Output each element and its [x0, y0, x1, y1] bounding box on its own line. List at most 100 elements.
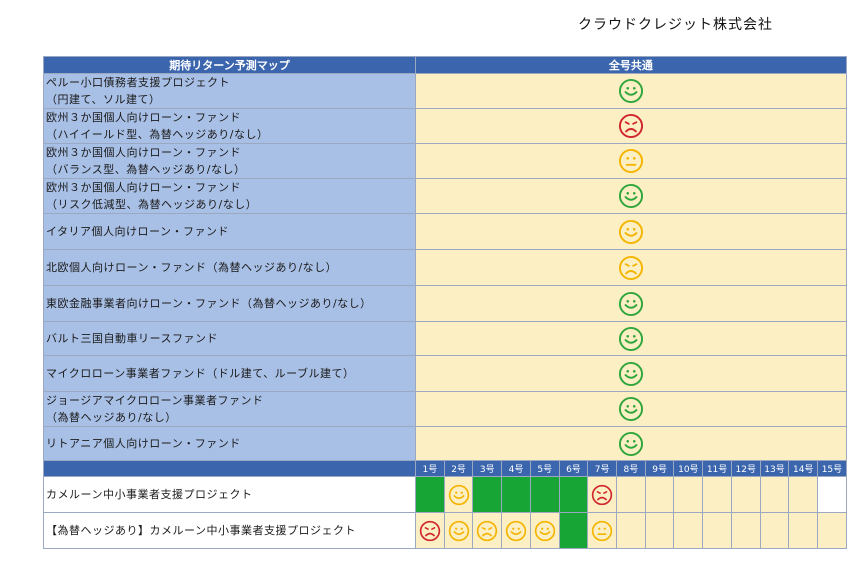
frowning-face-icon: [618, 255, 644, 281]
issue-cell: [472, 476, 503, 513]
issue-number: 13号: [759, 460, 790, 477]
common-header: 全号共通: [415, 56, 847, 74]
fund-name: 東欧金融事業者向けローン・ファンド（為替ヘッジあり/なし）: [43, 285, 416, 322]
fund-name: バルト三国自動車リースファンド: [43, 321, 416, 356]
issue-cell: [415, 476, 445, 513]
fund-row: 欧州３か国個人向けローン・ファンド （バランス型、為替ヘッジあり/なし）: [43, 143, 847, 179]
smiley-face-icon: [618, 361, 644, 387]
fund-name-line: バルト三国自動車リースファンド: [46, 332, 218, 345]
issue-cell: [788, 476, 819, 513]
issue-number: 1号: [415, 460, 445, 477]
fund-name: 欧州３か国個人向けローン・ファンド （ハイイールド型、為替ヘッジあり/なし）: [43, 108, 416, 144]
issue-number: 15号: [817, 460, 847, 477]
fund-name-line: 欧州３か国個人向けローン・ファンド: [46, 181, 241, 194]
issue-cell: [788, 512, 819, 549]
fund-row: マイクロローン事業者ファンド（ドル建て、ルーブル建て）: [43, 355, 847, 392]
forecast-cell: [415, 355, 847, 392]
issue-fund-row: カメルーン中小事業者支援プロジェクト: [43, 476, 847, 513]
issue-number: 10号: [673, 460, 704, 477]
issue-cell: [616, 512, 646, 549]
issue-cell: [644, 512, 675, 549]
return-forecast-map: 期待リターン予測マップ 全号共通ペルー小口債務者支援プロジェクト （円建て、ソル建て…: [43, 56, 847, 549]
fund-name: 北欧個人向けローン・ファンド（為替ヘッジあり/なし）: [43, 249, 416, 286]
fund-name: ジョージアマイクロローン事業者ファンド （為替ヘッジあり/なし）: [43, 391, 416, 427]
forecast-cell: [415, 178, 847, 214]
issue-number: 11号: [702, 460, 732, 477]
issue-number: 12号: [730, 460, 761, 477]
fund-name: カメルーン中小事業者支援プロジェクト: [43, 476, 416, 513]
issue-cell: [616, 476, 646, 513]
issue-number: 8号: [616, 460, 646, 477]
fund-name-line: （リスク低減型、為替ヘッジあり/なし）: [46, 198, 258, 211]
fund-name-line: （円建て、ソル建て）: [46, 93, 161, 106]
issue-cell: [558, 476, 589, 513]
issue-number-header-blank: [43, 460, 416, 477]
issue-cell: [501, 476, 531, 513]
fund-name-line: 北欧個人向けローン・ファンド（為替ヘッジあり/なし）: [46, 261, 338, 274]
issue-cell: [759, 476, 790, 513]
fund-row: 欧州３か国個人向けローン・ファンド （ハイイールド型、為替ヘッジあり/なし）: [43, 108, 847, 144]
fund-name-line: リトアニア個人向けローン・ファンド: [46, 437, 241, 450]
fund-row: 欧州３か国個人向けローン・ファンド （リスク低減型、為替ヘッジあり/なし）: [43, 178, 847, 214]
issue-cell: [759, 512, 790, 549]
forecast-cell: [415, 73, 847, 109]
map-title: 期待リターン予測マップ: [43, 56, 416, 74]
issue-cell: [443, 512, 474, 549]
forecast-cell: [415, 285, 847, 322]
fund-row: リトアニア個人向けローン・ファンド: [43, 426, 847, 461]
smiley-face-icon: [618, 219, 644, 245]
forecast-cell: [415, 321, 847, 356]
issue-cell: [587, 512, 618, 549]
issue-cell: [673, 512, 704, 549]
issue-number: 7号: [587, 460, 618, 477]
issue-cell: [558, 512, 589, 549]
fund-row: 東欧金融事業者向けローン・ファンド（為替ヘッジあり/なし）: [43, 285, 847, 322]
fund-row: バルト三国自動車リースファンド: [43, 321, 847, 356]
forecast-cell: [415, 108, 847, 144]
smiley-face-icon: [505, 520, 527, 542]
issue-cell: [730, 476, 761, 513]
fund-name: リトアニア個人向けローン・ファンド: [43, 426, 416, 461]
smiley-face-icon: [618, 396, 644, 422]
forecast-cell: [415, 143, 847, 179]
frowning-face-icon: [618, 113, 644, 139]
fund-name: イタリア個人向けローン・ファンド: [43, 213, 416, 250]
issue-number: 2号: [443, 460, 474, 477]
fund-name: 【為替ヘッジあり】カメルーン中小事業者支援プロジェクト: [43, 512, 416, 549]
fund-name-line: ジョージアマイクロローン事業者ファンド: [46, 394, 264, 407]
issue-cell: [472, 512, 503, 549]
issue-cell: [501, 512, 531, 549]
fund-row: ジョージアマイクロローン事業者ファンド （為替ヘッジあり/なし）: [43, 391, 847, 427]
smiley-face-icon: [534, 520, 556, 542]
issue-cell: [415, 512, 445, 549]
neutral-face-icon: [618, 148, 644, 174]
issue-cell: [673, 476, 704, 513]
issue-number: 9号: [644, 460, 675, 477]
forecast-cell: [415, 213, 847, 250]
issue-cell: [587, 476, 618, 513]
issue-number: 3号: [472, 460, 503, 477]
smiley-face-icon: [618, 431, 644, 457]
forecast-cell: [415, 249, 847, 286]
fund-name-line: イタリア個人向けローン・ファンド: [46, 225, 230, 238]
issue-number: 6号: [558, 460, 589, 477]
smiley-face-icon: [448, 484, 470, 506]
issue-cell: [817, 512, 847, 549]
issue-fund-row: 【為替ヘッジあり】カメルーン中小事業者支援プロジェクト: [43, 512, 847, 549]
fund-name: ペルー小口債務者支援プロジェクト （円建て、ソル建て）: [43, 73, 416, 109]
forecast-cell: [415, 391, 847, 427]
issue-number: 5号: [529, 460, 560, 477]
frowning-face-icon: [476, 520, 498, 542]
issue-number-row: 1号 2号 3号 4号 5号 6号 7号 8号 9号 10号 11号 12号 13号 14号 15号: [43, 460, 847, 477]
issue-number: 14号: [788, 460, 819, 477]
fund-name-line: ペルー小口債務者支援プロジェクト: [46, 76, 230, 89]
fund-name-line: マイクロローン事業者ファンド（ドル建て、ルーブル建て）: [46, 367, 355, 380]
smiley-face-icon: [618, 183, 644, 209]
smiley-face-icon: [618, 291, 644, 317]
issue-number: 4号: [501, 460, 531, 477]
forecast-cell: [415, 426, 847, 461]
fund-name-line: （バランス型、為替ヘッジあり/なし）: [46, 163, 246, 176]
fund-row: ペルー小口債務者支援プロジェクト （円建て、ソル建て）: [43, 73, 847, 109]
fund-name: 欧州３か国個人向けローン・ファンド （バランス型、為替ヘッジあり/なし）: [43, 143, 416, 179]
smiley-face-icon: [618, 326, 644, 352]
